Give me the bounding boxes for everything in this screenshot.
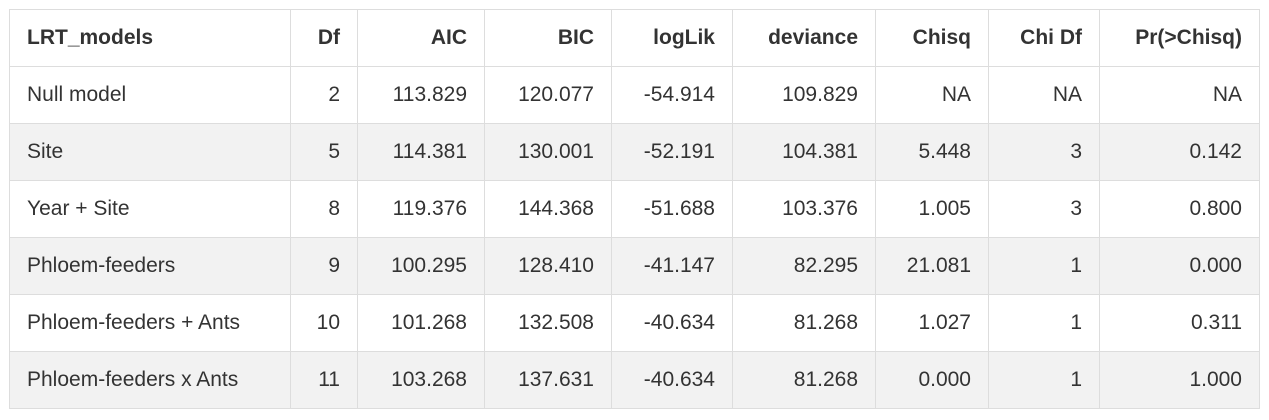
column-header-p-value: Pr(>Chisq): [1099, 9, 1260, 67]
cell-chisq: NA: [875, 66, 989, 124]
column-header-lrt-models: LRT_models: [9, 9, 291, 67]
cell-bic: 144.368: [484, 180, 612, 238]
cell-model: Year + Site: [9, 180, 291, 238]
cell-aic: 114.381: [357, 123, 485, 181]
cell-df: 2: [290, 66, 358, 124]
cell-p-value: 0.311: [1099, 294, 1260, 352]
cell-aic: 100.295: [357, 237, 485, 295]
table-container: LRT_models Df AIC BIC logLik deviance Ch…: [9, 9, 1260, 409]
cell-loglik: -41.147: [611, 237, 733, 295]
cell-aic: 113.829: [357, 66, 485, 124]
cell-chisq: 1.005: [875, 180, 989, 238]
cell-p-value: NA: [1099, 66, 1260, 124]
table-header: LRT_models Df AIC BIC logLik deviance Ch…: [9, 9, 1260, 67]
cell-p-value: 0.800: [1099, 180, 1260, 238]
lrt-table: LRT_models Df AIC BIC logLik deviance Ch…: [9, 9, 1260, 409]
cell-deviance: 82.295: [732, 237, 876, 295]
cell-chi-df: 1: [988, 237, 1100, 295]
table-row: Site 5 114.381 130.001 -52.191 104.381 5…: [9, 123, 1260, 181]
cell-loglik: -40.634: [611, 351, 733, 409]
cell-loglik: -54.914: [611, 66, 733, 124]
cell-deviance: 103.376: [732, 180, 876, 238]
table-row: Year + Site 8 119.376 144.368 -51.688 10…: [9, 180, 1260, 238]
table-row: Phloem-feeders 9 100.295 128.410 -41.147…: [9, 237, 1260, 295]
cell-bic: 128.410: [484, 237, 612, 295]
cell-bic: 137.631: [484, 351, 612, 409]
cell-model: Phloem-feeders + Ants: [9, 294, 291, 352]
cell-p-value: 0.000: [1099, 237, 1260, 295]
cell-deviance: 109.829: [732, 66, 876, 124]
cell-deviance: 104.381: [732, 123, 876, 181]
cell-deviance: 81.268: [732, 351, 876, 409]
column-header-loglik: logLik: [611, 9, 733, 67]
cell-p-value: 0.142: [1099, 123, 1260, 181]
cell-chi-df: 3: [988, 180, 1100, 238]
table-row: Phloem-feeders x Ants 11 103.268 137.631…: [9, 351, 1260, 409]
cell-df: 9: [290, 237, 358, 295]
cell-bic: 130.001: [484, 123, 612, 181]
cell-bic: 120.077: [484, 66, 612, 124]
column-header-chisq: Chisq: [875, 9, 989, 67]
cell-df: 11: [290, 351, 358, 409]
cell-p-value: 1.000: [1099, 351, 1260, 409]
cell-df: 5: [290, 123, 358, 181]
table-row: Phloem-feeders + Ants 10 101.268 132.508…: [9, 294, 1260, 352]
cell-model: Site: [9, 123, 291, 181]
cell-model: Null model: [9, 66, 291, 124]
cell-df: 8: [290, 180, 358, 238]
cell-chisq: 21.081: [875, 237, 989, 295]
column-header-aic: AIC: [357, 9, 485, 67]
column-header-bic: BIC: [484, 9, 612, 67]
cell-chi-df: NA: [988, 66, 1100, 124]
cell-chisq: 1.027: [875, 294, 989, 352]
table-body: Null model 2 113.829 120.077 -54.914 109…: [9, 66, 1260, 409]
cell-aic: 103.268: [357, 351, 485, 409]
cell-df: 10: [290, 294, 358, 352]
cell-chi-df: 3: [988, 123, 1100, 181]
cell-model: Phloem-feeders: [9, 237, 291, 295]
column-header-deviance: deviance: [732, 9, 876, 67]
cell-bic: 132.508: [484, 294, 612, 352]
column-header-df: Df: [290, 9, 358, 67]
cell-chisq: 0.000: [875, 351, 989, 409]
cell-chi-df: 1: [988, 294, 1100, 352]
column-header-chi-df: Chi Df: [988, 9, 1100, 67]
cell-aic: 101.268: [357, 294, 485, 352]
cell-model: Phloem-feeders x Ants: [9, 351, 291, 409]
cell-aic: 119.376: [357, 180, 485, 238]
cell-loglik: -52.191: [611, 123, 733, 181]
cell-deviance: 81.268: [732, 294, 876, 352]
header-row: LRT_models Df AIC BIC logLik deviance Ch…: [9, 9, 1260, 67]
table-row: Null model 2 113.829 120.077 -54.914 109…: [9, 66, 1260, 124]
cell-chisq: 5.448: [875, 123, 989, 181]
cell-chi-df: 1: [988, 351, 1100, 409]
cell-loglik: -40.634: [611, 294, 733, 352]
cell-loglik: -51.688: [611, 180, 733, 238]
